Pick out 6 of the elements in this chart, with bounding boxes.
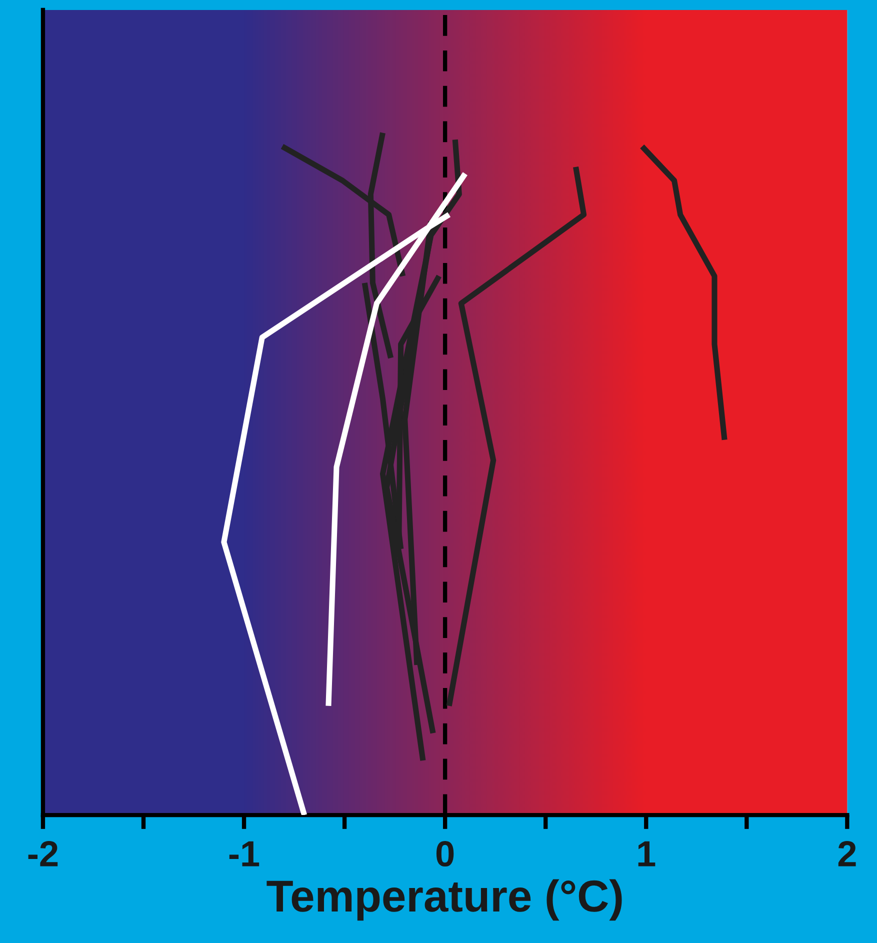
x-tick-label: -1 <box>229 841 260 866</box>
x-tick-label: 1 <box>638 841 656 866</box>
x-tick-label: 0 <box>436 840 454 867</box>
x-tick-label: -2 <box>28 840 58 866</box>
x-axis-title: Temperature (°C) <box>266 879 622 921</box>
x-tick-label: 2 <box>838 840 856 866</box>
